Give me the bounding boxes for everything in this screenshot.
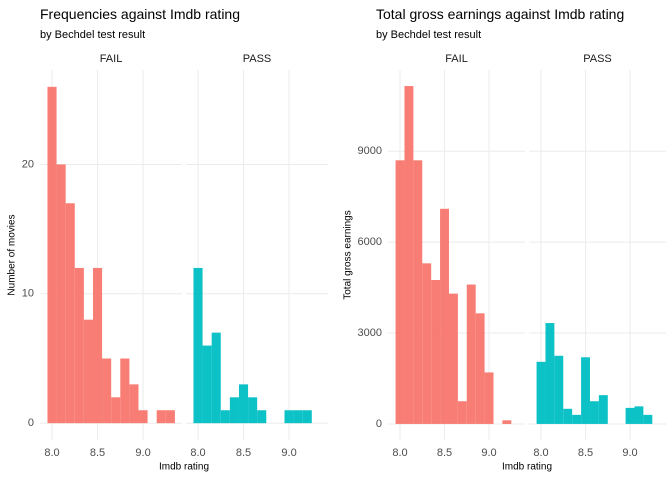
histogram-bar — [293, 410, 303, 424]
histogram-bar — [257, 410, 267, 424]
histogram-bar — [56, 164, 66, 424]
histogram-bar — [211, 332, 221, 424]
chart-subtitle: by Bechdel test result — [376, 29, 481, 41]
y-tick-label: 20 — [22, 158, 34, 170]
x-tick-label: 8.0 — [44, 447, 59, 459]
histogram-bar — [111, 397, 121, 424]
chart-title: Frequencies against Imdb rating — [40, 6, 240, 22]
histogram-bar — [395, 160, 405, 424]
histogram-bar — [74, 267, 84, 424]
x-tick-label: 8.0 — [533, 447, 548, 459]
histogram-bar — [484, 372, 494, 424]
x-tick-label: 8.5 — [236, 447, 251, 459]
histogram-bar — [625, 407, 635, 424]
histogram-bar — [404, 86, 414, 424]
x-axis-label: Imdb rating — [159, 462, 209, 473]
histogram-bar — [156, 410, 166, 424]
histogram-bar — [457, 401, 467, 424]
histogram-bar — [92, 267, 103, 424]
y-tick-label: 0 — [376, 418, 382, 430]
histogram-bar — [165, 410, 175, 424]
histogram-bar — [554, 355, 564, 424]
y-tick-label: 9000 — [358, 145, 382, 157]
histogram-bar — [466, 284, 476, 424]
histogram-bar — [475, 313, 485, 424]
x-tick-label: 9.0 — [481, 447, 496, 459]
facet-strip-label: PASS — [583, 53, 612, 65]
histogram-bar — [202, 345, 212, 424]
chart-subtitle: by Bechdel test result — [40, 29, 145, 41]
histogram-bar — [563, 408, 573, 424]
x-tick-label: 9.0 — [281, 447, 296, 459]
facet-strip-label: PASS — [243, 53, 272, 65]
histogram-bar — [643, 414, 653, 424]
x-tick-label: 9.0 — [622, 447, 637, 459]
x-tick-label: 9.0 — [135, 447, 150, 459]
histogram-bar — [502, 420, 512, 424]
x-tick-label: 8.5 — [578, 447, 593, 459]
histogram-bar — [248, 397, 258, 424]
histogram-bar — [413, 160, 423, 424]
histogram-bar — [120, 358, 130, 424]
histogram-bar — [229, 397, 239, 424]
histogram-bar — [440, 208, 449, 424]
histogram-bar — [284, 410, 294, 424]
histogram-bar — [302, 410, 312, 424]
histogram-bar — [83, 319, 93, 424]
histogram-bar — [47, 86, 57, 424]
y-tick-label: 6000 — [358, 236, 382, 248]
histogram-bar — [193, 267, 203, 424]
y-tick-label: 0 — [28, 417, 34, 429]
y-tick-label: 3000 — [358, 327, 382, 339]
histogram-bar — [536, 361, 546, 424]
histogram-bar — [422, 263, 432, 424]
histogram-bar — [138, 410, 148, 424]
histogram-bar — [545, 323, 555, 424]
histogram-bar — [598, 395, 608, 424]
histogram-bar — [634, 406, 644, 424]
chart-title: Total gross earnings against Imdb rating — [376, 6, 624, 22]
y-axis-label: Number of movies — [7, 214, 18, 295]
x-axis-label: Imdb rating — [502, 462, 552, 473]
histogram-bar — [220, 410, 230, 424]
x-tick-label: 8.0 — [392, 447, 407, 459]
x-tick-label: 8.5 — [90, 447, 105, 459]
histogram-bar — [129, 384, 139, 424]
y-axis-label: Total gross earnings — [343, 210, 354, 300]
x-tick-label: 8.5 — [437, 447, 452, 459]
x-tick-label: 8.0 — [190, 447, 205, 459]
histogram-bar — [581, 357, 590, 424]
histogram-bar — [431, 280, 441, 424]
histogram-bar — [65, 203, 75, 424]
histogram-bar — [102, 358, 112, 424]
histogram-bar — [238, 384, 249, 424]
histogram-bar — [589, 401, 599, 424]
facet-strip-label: FAIL — [100, 53, 123, 65]
y-tick-label: 10 — [22, 288, 34, 300]
histogram-bar — [572, 414, 582, 424]
facet-strip-label: FAIL — [445, 53, 468, 65]
histogram-bar — [448, 293, 458, 424]
